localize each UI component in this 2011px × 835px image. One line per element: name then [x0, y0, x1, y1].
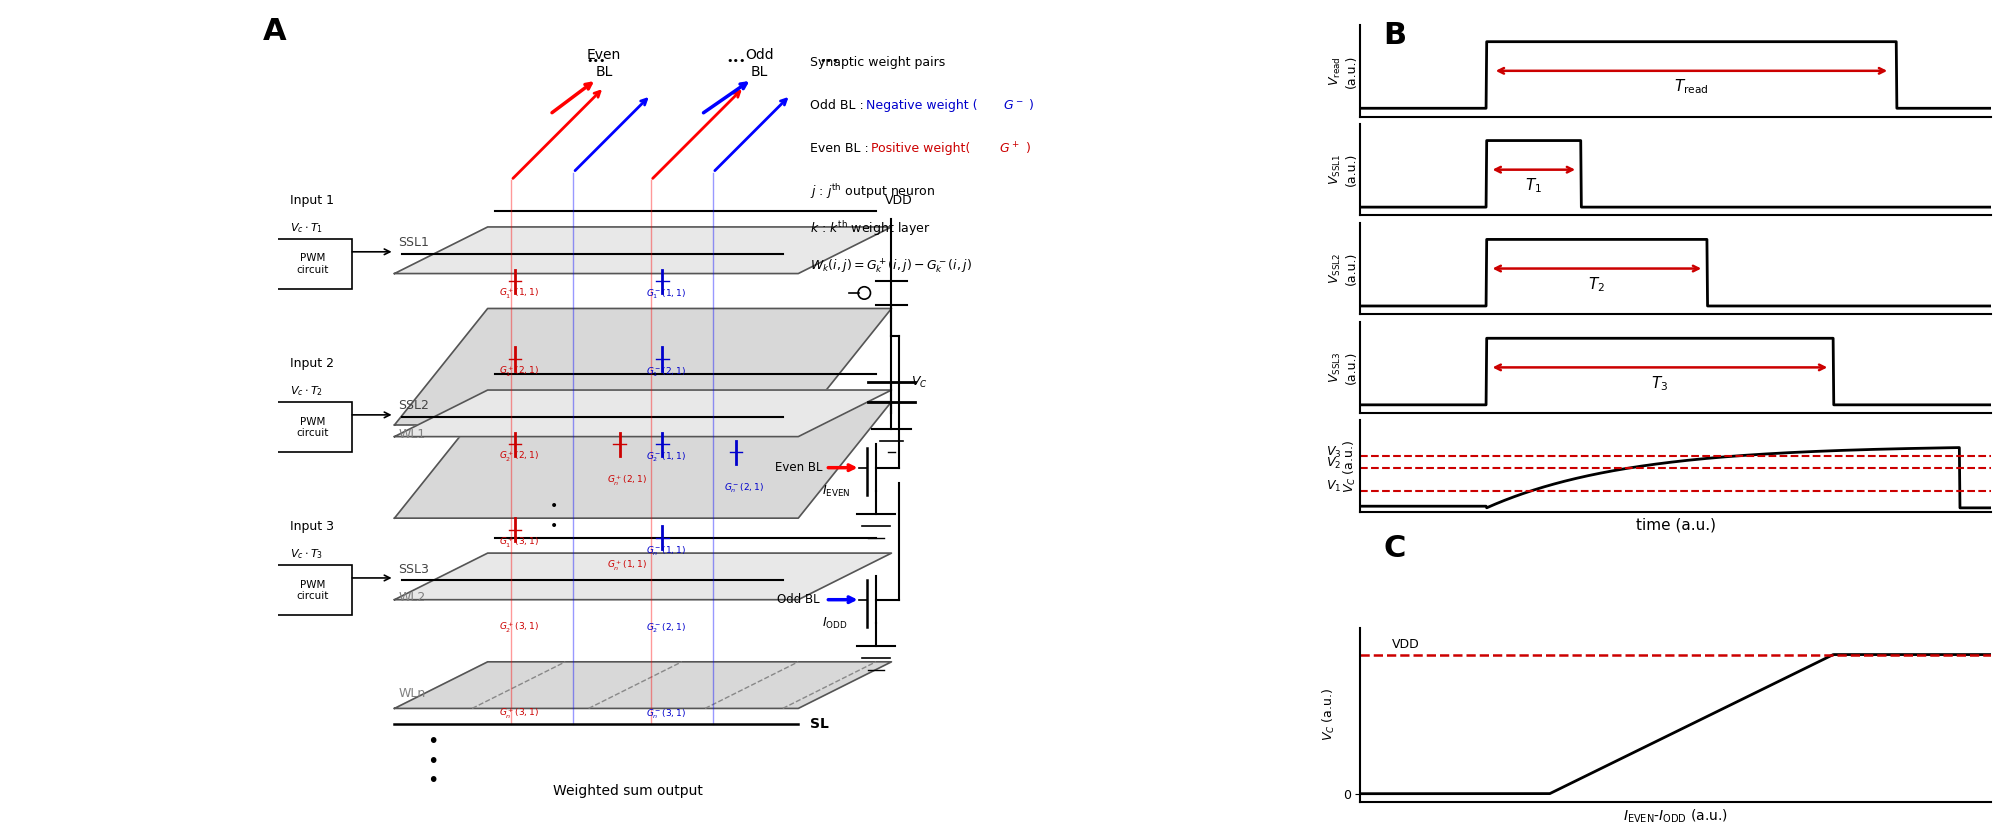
- Text: WLn: WLn: [398, 686, 426, 700]
- Y-axis label: $V_{\mathrm{SSL2}}$
(a.u.): $V_{\mathrm{SSL2}}$ (a.u.): [1327, 252, 1357, 286]
- Text: PWM
circuit: PWM circuit: [298, 417, 330, 438]
- Text: $G_n^-(3,1)$: $G_n^-(3,1)$: [646, 707, 686, 721]
- Text: Weighted sum output: Weighted sum output: [553, 784, 702, 797]
- Polygon shape: [394, 308, 891, 425]
- Text: $G_1^+(2,1)$: $G_1^+(2,1)$: [499, 365, 539, 379]
- FancyBboxPatch shape: [273, 402, 352, 453]
- Text: $G^-$: $G^-$: [1003, 99, 1024, 112]
- FancyBboxPatch shape: [273, 239, 352, 289]
- Text: $T_3$: $T_3$: [1651, 374, 1669, 393]
- FancyBboxPatch shape: [273, 564, 352, 615]
- Text: $I_{\mathrm{EVEN}}$: $I_{\mathrm{EVEN}}$: [822, 483, 851, 499]
- Text: $T_1$: $T_1$: [1524, 176, 1542, 195]
- Text: Odd BL: Odd BL: [776, 593, 820, 606]
- Text: $G_n^+(3,1)$: $G_n^+(3,1)$: [499, 706, 539, 721]
- Text: $G_1^+(1,1)$: $G_1^+(1,1)$: [499, 287, 539, 301]
- Text: WL1: WL1: [398, 428, 426, 441]
- Text: $G_1^+(3,1)$: $G_1^+(3,1)$: [499, 535, 539, 549]
- Text: $G_2^+(3,1)$: $G_2^+(3,1)$: [499, 621, 539, 635]
- Text: VDD: VDD: [885, 194, 913, 206]
- Y-axis label: $V_{\mathrm{SSL1}}$
(a.u.): $V_{\mathrm{SSL1}}$ (a.u.): [1327, 153, 1357, 186]
- Text: $I_{\mathrm{ODD}}$: $I_{\mathrm{ODD}}$: [822, 616, 847, 631]
- Polygon shape: [394, 662, 891, 708]
- Text: $G_n^-(2,1)$: $G_n^-(2,1)$: [724, 482, 764, 495]
- Polygon shape: [394, 390, 891, 437]
- Text: •••: •••: [587, 56, 605, 66]
- Text: VDD: VDD: [1392, 639, 1420, 651]
- Text: SSL2: SSL2: [398, 399, 428, 412]
- Text: SSL3: SSL3: [398, 563, 428, 575]
- Text: •••: •••: [820, 56, 839, 66]
- Text: •: •: [549, 519, 557, 533]
- X-axis label: $I_{\mathrm{EVEN}}$-$I_{\mathrm{ODD}}$ (a.u.): $I_{\mathrm{EVEN}}$-$I_{\mathrm{ODD}}$ (…: [1623, 807, 1727, 824]
- Text: PWM
circuit: PWM circuit: [298, 254, 330, 275]
- X-axis label: time (a.u.): time (a.u.): [1635, 518, 1715, 533]
- Text: $T_{\mathrm{read}}$: $T_{\mathrm{read}}$: [1673, 78, 1709, 96]
- Text: $G_1^-(2,1)$: $G_1^-(2,1)$: [646, 366, 686, 379]
- Text: SL: SL: [810, 716, 829, 731]
- Polygon shape: [394, 553, 891, 600]
- Text: $V_C$: $V_C$: [911, 375, 927, 390]
- Polygon shape: [394, 227, 891, 274]
- Text: $V_2$: $V_2$: [1327, 456, 1341, 471]
- Text: $V_1$: $V_1$: [1327, 479, 1341, 494]
- Y-axis label: $V_{\mathrm{SSL3}}$
(a.u.): $V_{\mathrm{SSL3}}$ (a.u.): [1327, 351, 1357, 384]
- Text: $j$ : $j^{\mathrm{th}}$ output neuron: $j$ : $j^{\mathrm{th}}$ output neuron: [810, 182, 935, 200]
- Text: $G_n^+(2,1)$: $G_n^+(2,1)$: [607, 473, 648, 488]
- Polygon shape: [394, 402, 891, 519]
- Text: B: B: [1384, 21, 1406, 50]
- Text: $G_2^-(1,1)$: $G_2^-(1,1)$: [646, 451, 686, 464]
- Text: $k$ : $k^{\mathrm{th}}$ weight layer: $k$ : $k^{\mathrm{th}}$ weight layer: [810, 219, 931, 238]
- Text: PWM
circuit: PWM circuit: [298, 579, 330, 601]
- Text: •••: •••: [726, 56, 746, 66]
- Text: WL2: WL2: [398, 591, 426, 605]
- Text: $V_c\cdot T_2$: $V_c\cdot T_2$: [290, 384, 322, 397]
- Text: $G_n^-(1,1)$: $G_n^-(1,1)$: [646, 544, 686, 558]
- Y-axis label: $V_C$ (a.u.): $V_C$ (a.u.): [1341, 440, 1357, 493]
- Text: Input 2: Input 2: [290, 357, 334, 370]
- Text: $G^+$: $G^+$: [999, 142, 1020, 157]
- Text: ): ): [1026, 142, 1032, 154]
- Text: Input 1: Input 1: [290, 194, 334, 206]
- Text: Even BL :: Even BL :: [810, 142, 873, 154]
- Text: ): ): [1030, 99, 1034, 112]
- Text: $G_n^+(1,1)$: $G_n^+(1,1)$: [607, 559, 648, 573]
- Text: •: •: [428, 732, 438, 752]
- Text: •: •: [549, 499, 557, 514]
- Text: C: C: [1384, 534, 1406, 564]
- Text: $G_1^-(1,1)$: $G_1^-(1,1)$: [646, 288, 686, 301]
- Text: $V_3$: $V_3$: [1325, 444, 1341, 459]
- Text: $G_2^-(2,1)$: $G_2^-(2,1)$: [646, 622, 686, 635]
- Text: $W_k(i,j)=G_k^+(i,j)-G_k^-(i,j)$: $W_k(i,j)=G_k^+(i,j)-G_k^-(i,j)$: [810, 256, 971, 276]
- Text: $V_c\cdot T_3$: $V_c\cdot T_3$: [290, 547, 322, 561]
- Text: Even BL: Even BL: [774, 461, 822, 474]
- Text: Odd
BL: Odd BL: [746, 48, 774, 78]
- Text: Synaptic weight pairs: Synaptic weight pairs: [810, 56, 945, 69]
- Text: Input 3: Input 3: [290, 520, 334, 533]
- Text: SSL1: SSL1: [398, 236, 428, 250]
- Text: $G_2^+(2,1)$: $G_2^+(2,1)$: [499, 450, 539, 464]
- Text: A: A: [263, 18, 286, 46]
- Text: Negative weight (: Negative weight (: [867, 99, 977, 112]
- Y-axis label: $V_{\mathrm{read}}$
(a.u.): $V_{\mathrm{read}}$ (a.u.): [1327, 54, 1357, 88]
- Y-axis label: $V_C$ (a.u.): $V_C$ (a.u.): [1321, 688, 1337, 741]
- Text: Positive weight(: Positive weight(: [871, 142, 969, 154]
- Text: •: •: [428, 752, 438, 771]
- Text: Odd BL :: Odd BL :: [810, 99, 867, 112]
- Text: •: •: [428, 771, 438, 790]
- Text: $T_2$: $T_2$: [1589, 276, 1605, 294]
- Text: Even
BL: Even BL: [587, 48, 621, 78]
- Text: $V_c\cdot T_1$: $V_c\cdot T_1$: [290, 220, 322, 235]
